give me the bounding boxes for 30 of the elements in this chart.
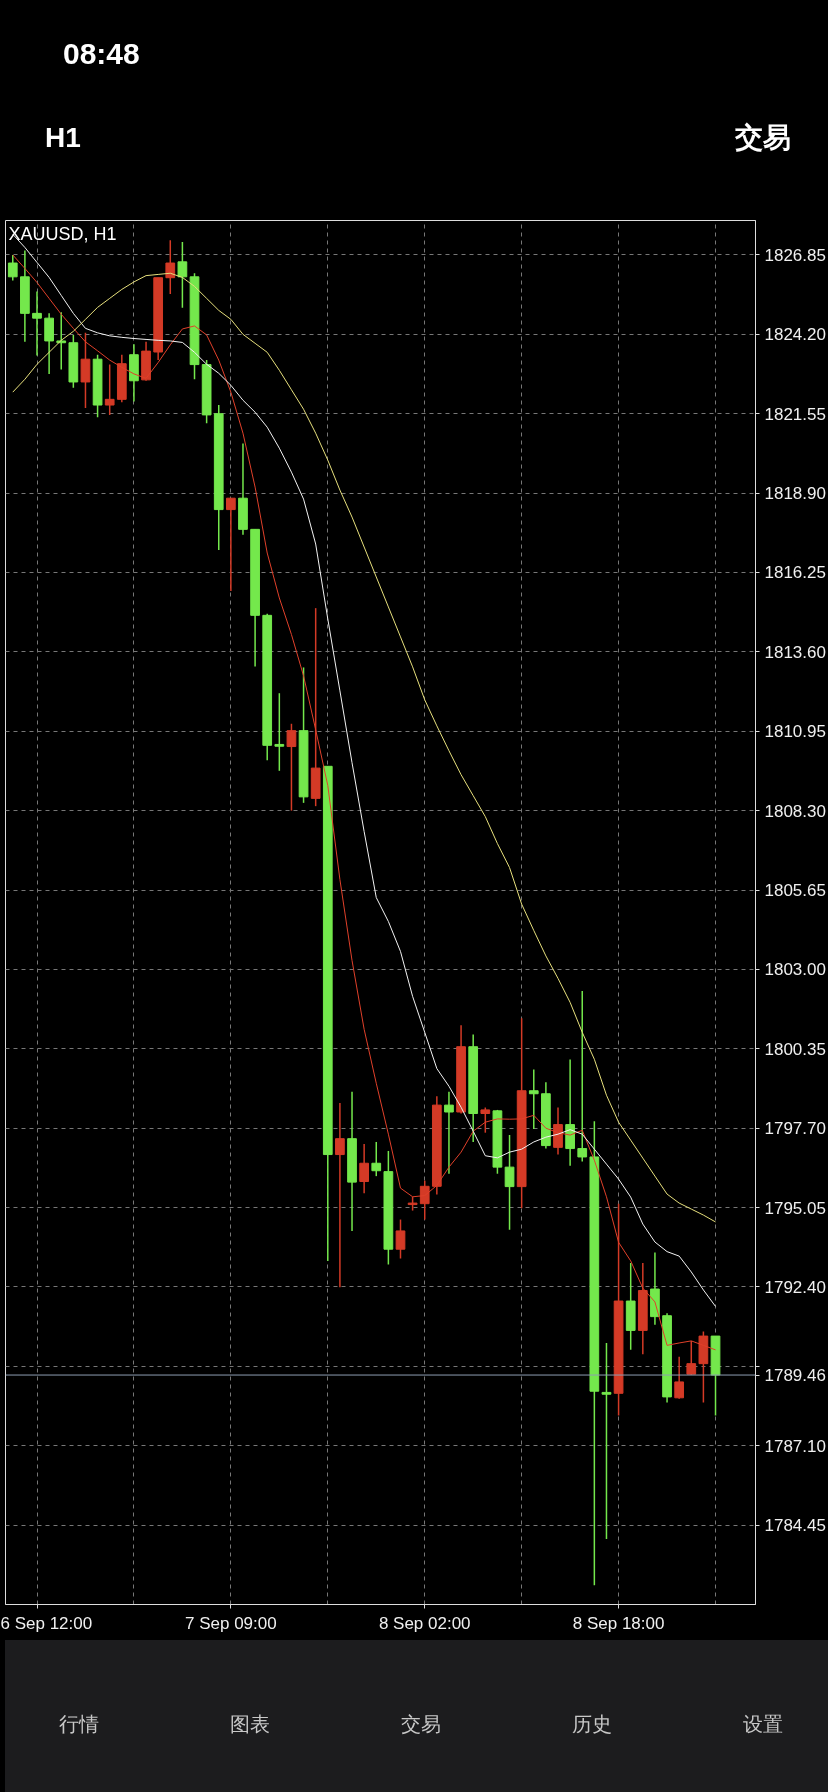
y-tick-label: 1800.35 [764,1039,826,1059]
text: 图表 [229,1712,271,1737]
y-tick-label: 1797.70 [764,1119,826,1139]
x-tick-label: 6 Sep 12:00 [0,1613,93,1633]
chart-title: XAUUSD, H1 [8,223,117,244]
text: 交易 [400,1712,442,1737]
y-tick-label: 1810.95 [764,722,826,742]
text: H1 [45,121,81,155]
y-tick-label: 1795.05 [764,1198,826,1218]
text: 交易 [735,121,791,155]
y-tick-label: 1784.45 [764,1516,826,1536]
text: 行情 [58,1712,100,1737]
y-tick-label: 1826.85 [764,245,826,265]
y-tick-label: 1787.10 [764,1436,826,1456]
y-tick-label: 1813.60 [764,642,826,662]
text: 设置 [742,1712,784,1737]
y-tick-label: 1818.90 [764,484,826,504]
x-tick-label: 8 Sep 02:00 [378,1613,471,1633]
x-tick-label: 7 Sep 09:00 [185,1613,277,1633]
y-tick-label: 1821.55 [764,404,826,424]
y-tick-label: 1792.40 [764,1277,826,1297]
y-tick-label: 1803.00 [764,960,826,980]
ref-line-label: 1789.46 [764,1366,826,1386]
y-tick-label: 1808.30 [764,801,826,821]
text: 历史 [571,1712,613,1737]
y-tick-label: 1805.65 [764,881,826,901]
text: 08:48 [63,36,140,72]
y-tick-label: 1816.25 [764,563,826,583]
y-tick-label: 1824.20 [764,325,826,345]
x-tick-label: 8 Sep 18:00 [572,1613,665,1633]
